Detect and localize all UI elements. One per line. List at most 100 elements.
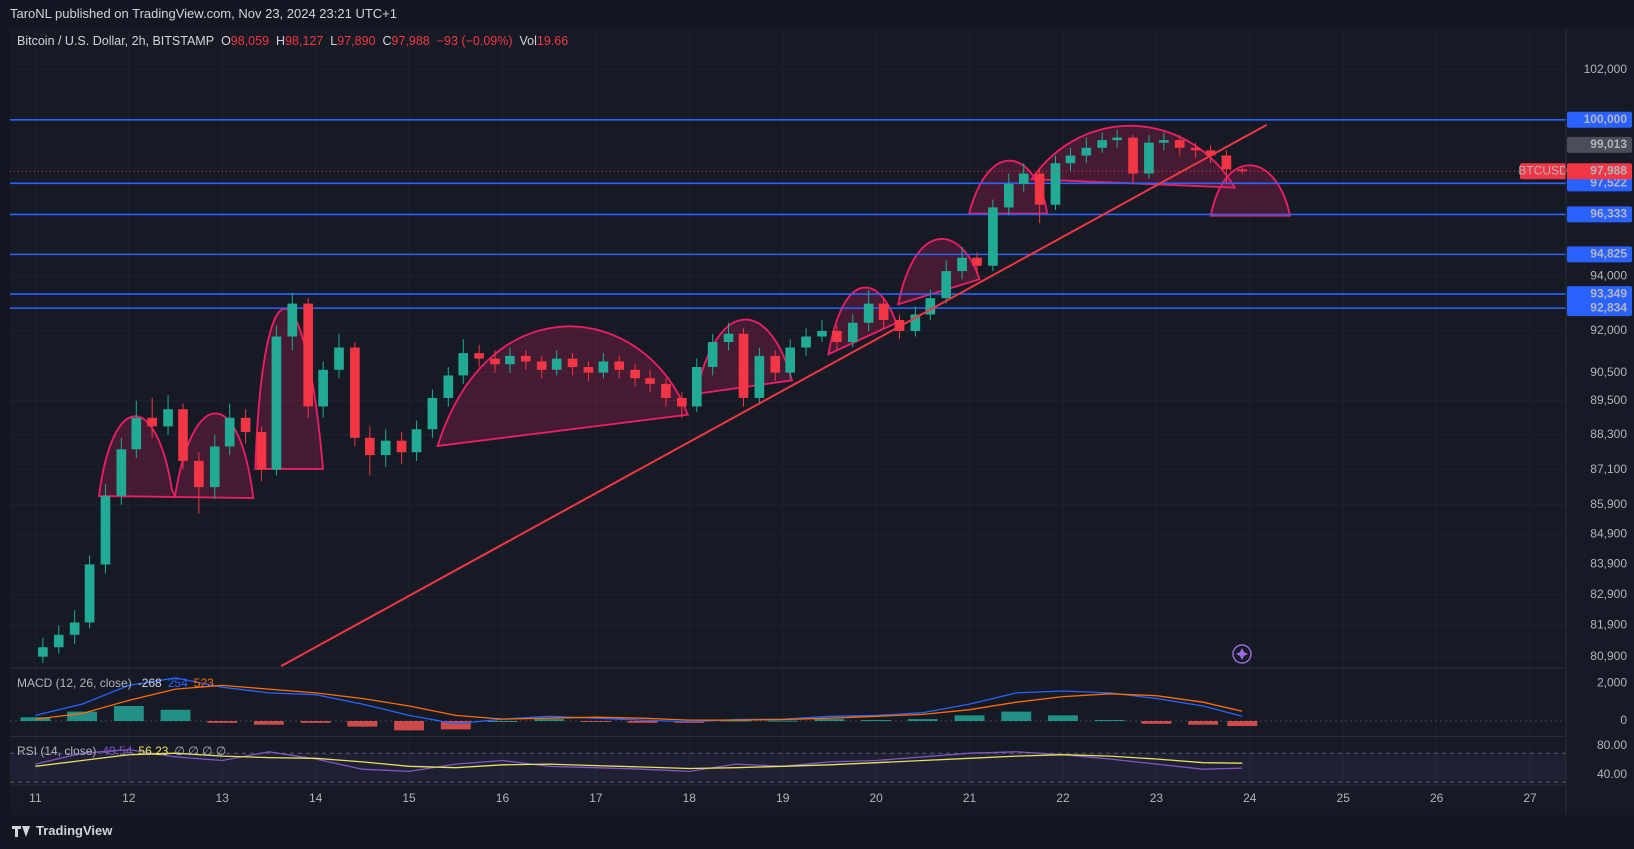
candle-body <box>1221 155 1232 170</box>
histogram-bar <box>1001 711 1032 721</box>
price-marker-label: 99,013 <box>1590 137 1627 151</box>
candle-body <box>365 437 375 456</box>
candle-body <box>147 417 158 427</box>
histogram-bar <box>1227 720 1258 727</box>
candle-body <box>38 647 48 657</box>
candle-body <box>1159 140 1169 143</box>
x-tick-label: 20 <box>869 791 883 805</box>
x-tick-label: 25 <box>1337 791 1351 805</box>
candle-body <box>1112 137 1122 141</box>
candle-body <box>178 409 188 461</box>
candle-body <box>380 440 391 456</box>
candle-body <box>847 322 858 343</box>
candle-body <box>614 361 625 370</box>
y-tick-label: 89,500 <box>1590 393 1627 407</box>
price-label: 100,000 <box>1584 112 1628 126</box>
symbol-label-bg <box>1520 163 1566 180</box>
x-tick-label: 21 <box>963 791 977 805</box>
arc-drawing <box>436 325 690 448</box>
candle-body <box>1050 163 1061 205</box>
y-tick-label: 88,300 <box>1590 427 1627 441</box>
x-tick-label: 19 <box>776 791 790 805</box>
y-tick-label: 87,100 <box>1590 462 1627 476</box>
legend-key: L <box>330 34 338 48</box>
candle-body <box>863 303 874 323</box>
grid <box>10 28 1566 784</box>
macd-value: 254 <box>167 676 188 690</box>
candle-body <box>443 375 454 398</box>
candle-body <box>630 369 640 379</box>
candle-body <box>536 361 547 370</box>
legend-key: C <box>382 34 392 48</box>
macd-legend: MACD (12, 26, close) -268 254 523 <box>17 676 220 690</box>
candle-body <box>1034 173 1045 205</box>
x-tick-label: 11 <box>29 791 42 805</box>
candle-body <box>240 417 251 433</box>
legend-value: 19.66 <box>536 34 569 48</box>
candle-body <box>832 330 842 343</box>
price-label-bg <box>1567 286 1632 303</box>
candle-body <box>770 355 781 373</box>
candle-body <box>1018 173 1029 184</box>
histogram-bar <box>487 720 518 722</box>
histogram-bar <box>580 720 611 722</box>
candle-body <box>645 378 655 384</box>
legend-value: 97,988 <box>391 34 430 48</box>
x-tick-label: 18 <box>683 791 697 805</box>
candle-body <box>1081 147 1092 156</box>
candle-body <box>691 367 702 407</box>
x-tick-label: 12 <box>122 791 136 805</box>
candle-body <box>116 449 127 496</box>
candle-body <box>1128 137 1138 174</box>
histogram-bar <box>300 720 331 723</box>
icon[interactable] <box>1232 644 1252 664</box>
candle-body <box>567 358 578 368</box>
candle-body <box>303 303 314 407</box>
candle-body <box>458 353 469 376</box>
signal-value: 523 <box>193 676 214 690</box>
candle-body <box>194 460 204 488</box>
candle-body <box>271 336 282 470</box>
candle-body <box>661 383 671 398</box>
x-tick-label: 17 <box>589 791 603 805</box>
x-tick-label: 15 <box>402 791 416 805</box>
histogram-bar <box>347 720 378 727</box>
candle-body <box>817 330 827 337</box>
price-label-bg <box>1567 175 1632 192</box>
trendline <box>280 124 1268 667</box>
symbol-label: BTCUSD <box>1518 163 1568 177</box>
y-tick-label: 80.00 <box>1597 738 1627 752</box>
rsi-extras: ∅ ∅ ∅ ∅ <box>174 744 227 758</box>
price-label-bg <box>1567 300 1632 317</box>
x-tick-label: 26 <box>1430 791 1444 805</box>
candle-body <box>505 355 515 365</box>
y-tick-label: 90,500 <box>1590 365 1627 379</box>
x-tick-label: 27 <box>1523 791 1537 805</box>
candle-body <box>318 369 328 407</box>
signal-line <box>35 684 1243 721</box>
rsi-value: 49.54 <box>102 744 133 758</box>
y-tick-label: 82,900 <box>1590 587 1627 601</box>
legend-value: 98,127 <box>285 34 324 48</box>
candle-body <box>256 432 267 470</box>
candle-body <box>53 634 64 648</box>
symbol-legend: Bitcoin / U.S. Dollar, 2h, BITSTAMP O98,0… <box>17 34 568 48</box>
price-label: 94,825 <box>1590 247 1627 261</box>
candle-body <box>131 417 142 450</box>
y-tick-label: 83,900 <box>1590 557 1627 571</box>
candle-body <box>1237 169 1248 172</box>
legend-value: −93 (−0.09%) <box>436 34 513 48</box>
histogram-bar <box>1188 720 1219 725</box>
candle-body <box>1097 140 1108 148</box>
histogram-value: -268 <box>137 676 162 690</box>
macd-title: MACD (12, 26, close) <box>17 676 132 690</box>
candle-body <box>411 429 422 453</box>
candle-body <box>224 417 235 447</box>
candle-body <box>878 303 889 320</box>
candle-body <box>972 257 982 266</box>
legend-key: Vol <box>519 34 537 48</box>
y-tick-label: 102,000 <box>1584 62 1628 76</box>
candle-body <box>1190 147 1201 151</box>
price-label-bg <box>1567 206 1632 223</box>
x-tick-label: 16 <box>496 791 510 805</box>
